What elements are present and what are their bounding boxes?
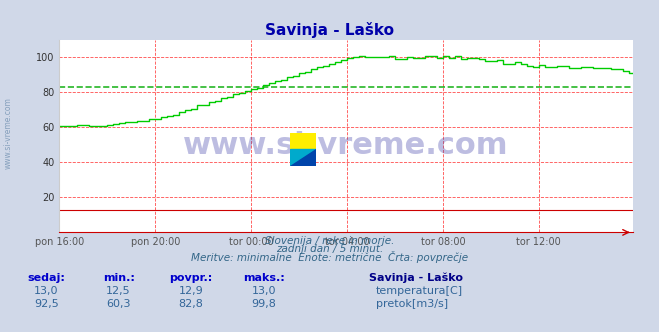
Text: zadnji dan / 5 minut.: zadnji dan / 5 minut. — [276, 244, 383, 254]
Text: temperatura[C]: temperatura[C] — [376, 286, 463, 296]
Text: 12,5: 12,5 — [106, 286, 131, 296]
Polygon shape — [290, 149, 316, 166]
Text: sedaj:: sedaj: — [27, 273, 65, 283]
Text: 60,3: 60,3 — [106, 299, 131, 309]
Text: 12,9: 12,9 — [179, 286, 204, 296]
Text: 92,5: 92,5 — [34, 299, 59, 309]
Text: Slovenija / reke in morje.: Slovenija / reke in morje. — [265, 236, 394, 246]
Text: maks.:: maks.: — [243, 273, 285, 283]
Text: Savinja - Laško: Savinja - Laško — [369, 272, 463, 283]
Bar — [290, 149, 316, 166]
Text: www.si-vreme.com: www.si-vreme.com — [183, 131, 509, 160]
Text: Savinja - Laško: Savinja - Laško — [265, 22, 394, 38]
Text: 82,8: 82,8 — [179, 299, 204, 309]
Bar — [290, 133, 316, 149]
Text: 99,8: 99,8 — [251, 299, 276, 309]
Text: www.si-vreme.com: www.si-vreme.com — [3, 97, 13, 169]
Text: 13,0: 13,0 — [251, 286, 276, 296]
Text: pretok[m3/s]: pretok[m3/s] — [376, 299, 447, 309]
Text: povpr.:: povpr.: — [169, 273, 213, 283]
Text: 13,0: 13,0 — [34, 286, 59, 296]
Text: min.:: min.: — [103, 273, 134, 283]
Text: Meritve: minimalne  Enote: metrične  Črta: povprečje: Meritve: minimalne Enote: metrične Črta:… — [191, 251, 468, 263]
